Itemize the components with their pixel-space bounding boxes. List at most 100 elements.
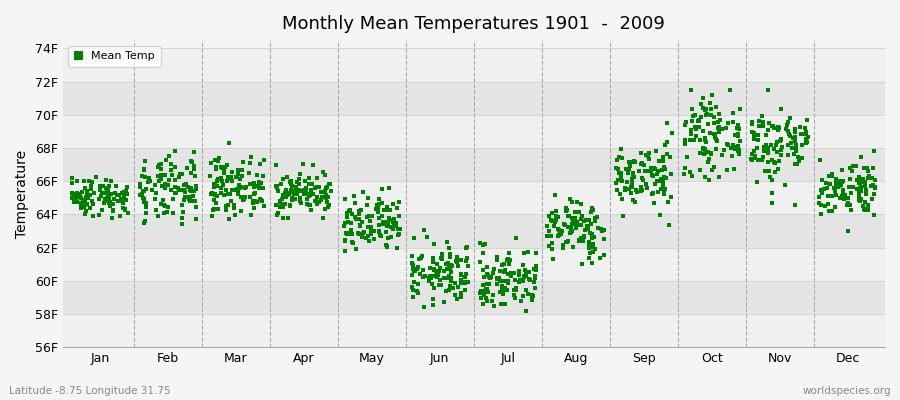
Point: [238, 184, 253, 191]
Point: [786, 134, 800, 141]
Point: [701, 148, 716, 155]
Point: [799, 136, 814, 142]
Point: [680, 119, 694, 126]
Point: [405, 253, 419, 259]
Point: [588, 218, 602, 224]
Point: [686, 112, 700, 119]
Point: [417, 304, 431, 311]
Point: [445, 278, 459, 284]
Point: [320, 184, 335, 190]
Point: [232, 181, 247, 188]
Point: [439, 265, 454, 272]
Point: [850, 186, 864, 192]
Point: [772, 138, 787, 144]
Point: [310, 175, 324, 181]
Point: [799, 138, 814, 145]
Point: [375, 200, 390, 206]
Point: [233, 184, 248, 191]
Point: [490, 275, 504, 282]
Point: [306, 191, 320, 198]
Point: [761, 168, 776, 174]
Point: [760, 126, 775, 133]
Point: [490, 280, 504, 287]
Point: [211, 176, 225, 182]
Point: [170, 185, 184, 192]
Point: [859, 190, 873, 197]
Point: [310, 194, 324, 200]
Point: [256, 157, 271, 164]
Point: [745, 119, 760, 126]
Point: [634, 188, 649, 194]
Point: [852, 174, 867, 180]
Point: [561, 238, 575, 245]
Point: [495, 286, 509, 293]
Point: [828, 188, 842, 194]
Point: [747, 148, 761, 154]
Point: [416, 267, 430, 273]
Point: [500, 287, 514, 293]
Point: [856, 176, 870, 182]
Point: [390, 220, 404, 226]
Point: [187, 173, 202, 179]
Point: [726, 142, 741, 148]
Point: [815, 176, 830, 183]
Point: [404, 259, 419, 266]
Point: [523, 277, 537, 283]
Point: [690, 118, 705, 124]
Point: [756, 119, 770, 126]
Point: [427, 296, 441, 302]
Point: [210, 182, 224, 189]
Point: [651, 178, 665, 184]
Point: [622, 166, 636, 172]
Point: [684, 127, 698, 133]
Point: [416, 274, 430, 280]
Point: [344, 220, 358, 226]
Point: [700, 121, 715, 128]
Point: [698, 146, 713, 152]
Bar: [62, 82, 885, 115]
Point: [236, 194, 250, 200]
Point: [680, 154, 695, 160]
Point: [364, 231, 378, 237]
Point: [867, 190, 881, 197]
Point: [247, 184, 261, 190]
Point: [851, 197, 866, 203]
Point: [337, 222, 351, 229]
Point: [137, 165, 151, 172]
Point: [625, 176, 639, 182]
Point: [757, 148, 771, 154]
Point: [684, 118, 698, 124]
Point: [445, 263, 459, 270]
Point: [765, 177, 779, 183]
Point: [316, 169, 330, 176]
Point: [781, 131, 796, 138]
Point: [704, 149, 718, 156]
Point: [374, 232, 388, 239]
Point: [458, 270, 473, 277]
Point: [208, 192, 222, 198]
Point: [437, 275, 452, 281]
Point: [340, 210, 355, 216]
Point: [296, 190, 310, 197]
Point: [731, 133, 745, 140]
Point: [444, 275, 458, 282]
Point: [148, 196, 163, 202]
Point: [423, 272, 437, 279]
Point: [157, 210, 171, 216]
Point: [594, 226, 608, 232]
Point: [744, 129, 759, 135]
Point: [373, 229, 387, 236]
Point: [514, 298, 528, 304]
Point: [151, 213, 166, 219]
Point: [477, 274, 491, 280]
Point: [139, 210, 153, 216]
Point: [814, 202, 829, 208]
Point: [706, 164, 721, 170]
Point: [568, 225, 582, 231]
Point: [647, 200, 662, 206]
Point: [305, 180, 320, 187]
Point: [728, 132, 742, 138]
Point: [797, 124, 812, 131]
Point: [444, 269, 458, 276]
Point: [679, 165, 693, 171]
